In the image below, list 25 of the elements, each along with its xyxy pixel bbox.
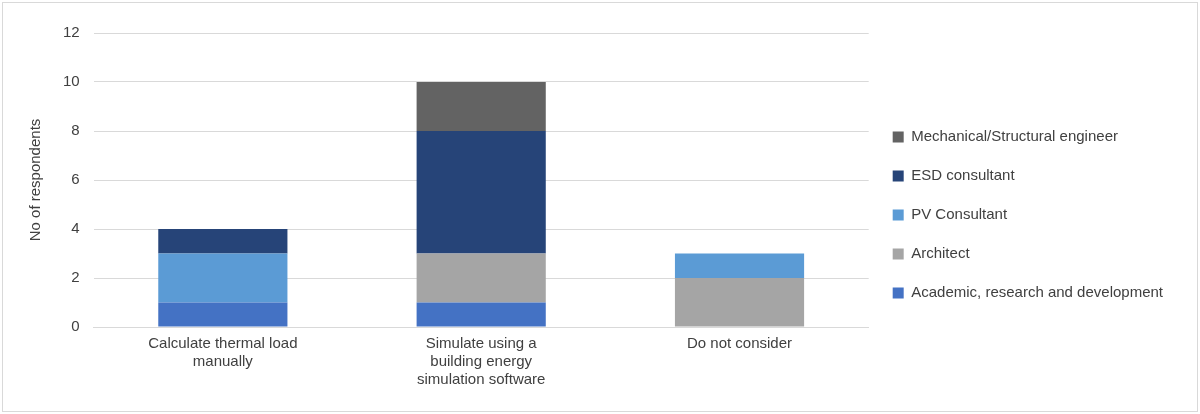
y-tick-label: 10 bbox=[63, 72, 80, 90]
bar bbox=[158, 302, 288, 327]
y-tick-label: 4 bbox=[71, 219, 80, 237]
legend-label: Architect bbox=[911, 244, 971, 262]
y-tick-label: 2 bbox=[71, 268, 80, 286]
y-tick-label: 12 bbox=[63, 23, 80, 41]
y-tick-label: 0 bbox=[71, 317, 80, 335]
bar bbox=[416, 82, 546, 131]
legend-label: Mechanical/Structural engineer bbox=[911, 127, 1118, 145]
legend-label: PV Consultant bbox=[911, 205, 1008, 223]
x-tick-label: Simulate using a building energy simulation software bbox=[416, 334, 546, 388]
legend-label: ESD consultant bbox=[911, 166, 1016, 184]
bar bbox=[158, 253, 288, 303]
y-tick-label: 6 bbox=[71, 170, 80, 188]
bar bbox=[674, 278, 805, 327]
x-tick-label: Calculate thermal load manually bbox=[148, 334, 298, 370]
bar bbox=[416, 253, 546, 303]
bar bbox=[416, 131, 546, 254]
y-axis-title: No of respondents bbox=[26, 118, 44, 242]
legend-label: Academic, research and development bbox=[911, 283, 1164, 301]
y-tick-label: 8 bbox=[71, 121, 80, 139]
bar bbox=[416, 302, 546, 327]
bar bbox=[158, 229, 288, 254]
x-tick-label: Do not consider bbox=[686, 334, 793, 352]
bar bbox=[674, 253, 805, 278]
